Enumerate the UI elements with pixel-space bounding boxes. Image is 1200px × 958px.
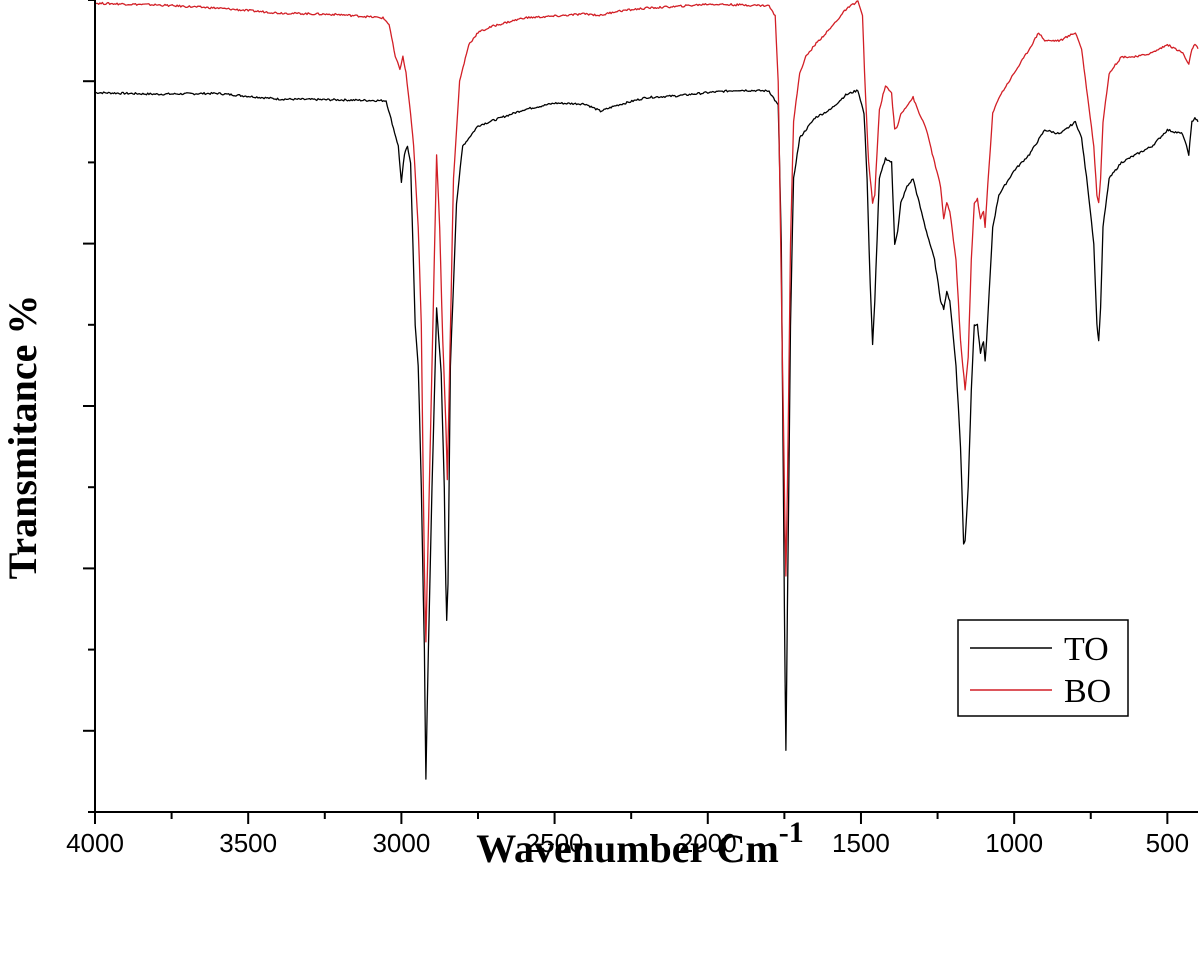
legend-box [957, 619, 1129, 717]
x-tick-label: 2500 [526, 828, 584, 858]
x-tick-label: 1500 [832, 828, 890, 858]
x-tick-label: 500 [1146, 828, 1189, 858]
legend-label-bo: BO [1064, 673, 1111, 710]
x-tick-label: 3000 [372, 828, 430, 858]
legend: TO BO [957, 619, 1129, 717]
x-tick-label: 4000 [66, 828, 124, 858]
x-axis-title-superscript: -1 [779, 816, 804, 849]
y-axis [83, 0, 96, 813]
y-axis-title: Transmitance % [0, 295, 45, 580]
x-tick-label: 3500 [219, 828, 277, 858]
x-axis-title: Wavenumber Cm-1 [476, 816, 804, 871]
legend-label-to: TO [1064, 631, 1109, 668]
x-axis: 4000 3500 3000 2500 2000 1500 1000 500 [66, 811, 1198, 858]
series-line-to [94, 89, 1199, 780]
plot-area [94, 0, 1199, 780]
x-tick-label: 2000 [679, 828, 737, 858]
x-axis-title-main: Wavenumber Cm [476, 826, 779, 871]
series-line-bo [94, 0, 1199, 643]
x-tick-label: 1000 [985, 828, 1043, 858]
